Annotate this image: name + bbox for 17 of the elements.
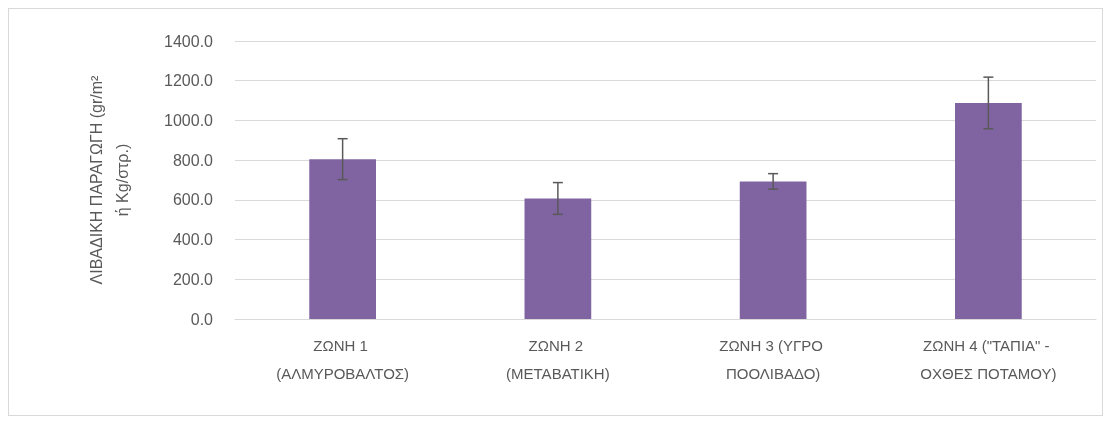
y-tick-label: 200.0 (172, 270, 214, 288)
bar (524, 198, 592, 319)
y-tick-label: 1000.0 (164, 111, 214, 129)
x-tick-label: ΖΩΝΗ 3 (ΥΓΡΟ ΠΟΟΛΙΒΑΔΟ) (719, 336, 828, 382)
y-tick-label: 1200.0 (164, 72, 214, 90)
y-tick-label: 600.0 (172, 191, 214, 209)
bar (739, 181, 807, 319)
x-tick-label: ΖΩΝΗ 1 (ΑΛΜΥΡΟΒΑΛΤΟΣ) (276, 336, 410, 382)
x-tick-label: ΖΩΝΗ 4 ("ΤΑΠΙΑ" - ΟΧΘΕΣ ΠΟΤΑΜΟΥ) (920, 336, 1057, 382)
y-tick-label: 0.0 (190, 310, 214, 328)
y-tick-label: 1400.0 (164, 32, 214, 50)
y-axis-title: ΛΙΒΑΔΙΚΗ ΠΑΡΑΓΩΓΗ (gr/m² ή Kg/στρ.) (87, 74, 131, 285)
y-tick-label: 800.0 (172, 151, 214, 169)
bar (309, 159, 376, 319)
y-tick-label: 400.0 (172, 231, 214, 249)
bar (955, 102, 1022, 319)
x-tick-label: ΖΩΝΗ 2 (ΜΕΤΑΒΑΤΙΚΗ) (506, 336, 610, 382)
